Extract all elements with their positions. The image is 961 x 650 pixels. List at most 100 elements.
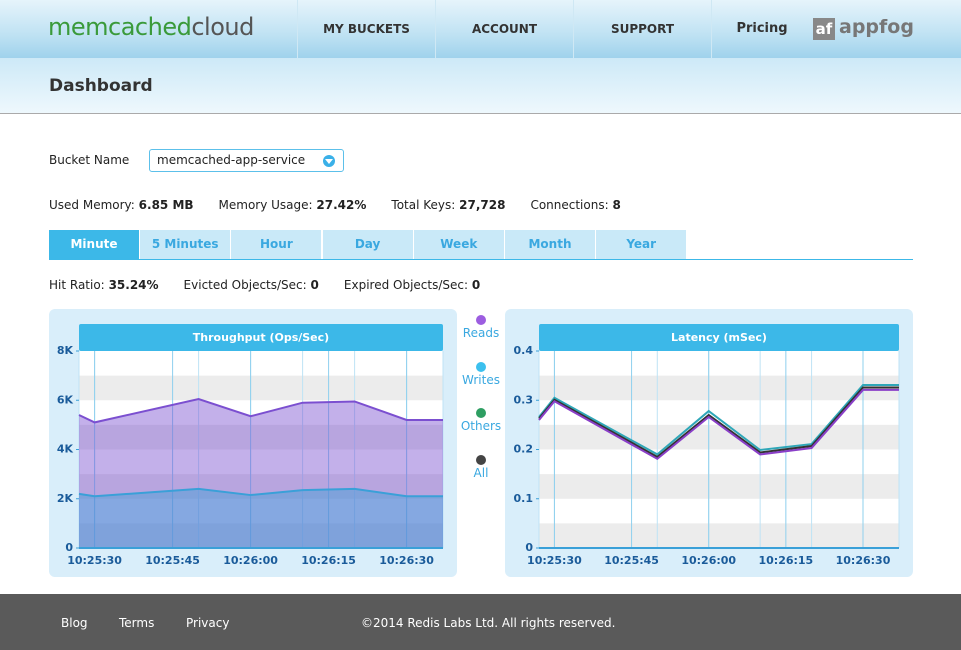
x-tick-label: 10:25:45 [604, 554, 659, 567]
chart: Throughput (Ops/Sec) 0 2K 4K 6K 8K 10:25:30 10:… [57, 324, 444, 567]
x-tick-label: 10:26:15 [758, 554, 813, 567]
legend-dot[interactable] [476, 454, 486, 465]
area [79, 488, 443, 548]
y-tick-label: 0.2 [514, 443, 534, 456]
tab[interactable]: Day [322, 230, 413, 259]
stat-value: 27,728 [459, 198, 506, 212]
x-tick-label: 10:26:15 [301, 554, 356, 567]
bucket-label: Bucket Name [49, 153, 130, 167]
header: memcachedcloud MY BUCKETS ACCOUNT SUPPOR… [0, 0, 961, 58]
stripe [79, 523, 443, 548]
stat: Hit Ratio: 35.24% [49, 278, 159, 292]
y-tick-label: 6K [57, 393, 74, 406]
tab[interactable]: 5 Minutes [140, 230, 231, 259]
stripe [79, 424, 443, 450]
line [78, 487, 443, 498]
nav-item[interactable]: ACCOUNT [435, 0, 573, 58]
bucket-value: memcached-app-service [157, 153, 306, 167]
nav-item[interactable]: SUPPORT [573, 0, 711, 58]
nav-item[interactable]: MY BUCKETS [297, 0, 435, 58]
stat: Memory Usage: 27.42% [219, 198, 367, 212]
y-tick-label: 2K [57, 492, 74, 505]
bucket-select[interactable]: memcached-app-service [149, 149, 344, 172]
y-tick-label: 0.4 [514, 344, 534, 357]
tab[interactable]: Hour [231, 230, 322, 259]
footer-link[interactable]: Privacy [186, 616, 230, 630]
chart-title: Latency (mSec) [671, 331, 767, 344]
stat-value: 0 [310, 278, 319, 292]
x-tick-label: 10:25:30 [67, 554, 122, 567]
stripe [539, 523, 899, 548]
legend-dot[interactable] [476, 361, 486, 372]
subheader: Dashboard [0, 58, 961, 114]
stat-value: 6.85 MB [138, 198, 194, 212]
legend-label: All [473, 465, 489, 480]
stat-label: Expired Objects/Sec: [343, 278, 469, 292]
stat: Total Keys: 27,728 [391, 198, 505, 212]
footer-link[interactable]: Blog [61, 616, 88, 630]
line [538, 386, 899, 459]
y-tick-label: 0 [65, 541, 73, 554]
chart-header [539, 324, 899, 351]
stat-label: Memory Usage: [218, 198, 313, 212]
stat-value: 27.42% [316, 198, 367, 212]
ratios-row: Hit Ratio: 35.24% Evicted Objects/Sec: 0 E… [49, 278, 480, 292]
page-title: Dashboard [49, 76, 153, 96]
partner-name[interactable]: appfog [839, 16, 914, 38]
stripe [539, 375, 899, 401]
footer: Blog Terms Privacy ©2014 Redis Labs Ltd.… [0, 594, 961, 650]
legend-label: Reads [462, 326, 500, 340]
logo-main: memcached [48, 13, 192, 41]
stat-label: Hit Ratio: [49, 278, 105, 292]
line [538, 383, 899, 456]
stat-label: Connections: [530, 198, 609, 212]
x-tick-label: 10:26:00 [681, 554, 736, 567]
y-tick-label: 4K [57, 443, 74, 456]
chart-title: Throughput (Ops/Sec) [193, 331, 329, 344]
y-tick-label: 0.1 [514, 492, 534, 505]
nav-item[interactable]: Pricing [711, 0, 812, 58]
legend-dot[interactable] [476, 315, 486, 325]
x-tick-label: 10:26:30 [836, 554, 891, 567]
line [538, 388, 899, 461]
x-tick-label: 10:26:30 [379, 554, 434, 567]
area [79, 399, 443, 548]
y-tick-label: 0.3 [514, 393, 534, 406]
partner-mark: af [813, 18, 835, 40]
logo-sub: cloud [191, 13, 254, 41]
chart-panel: Throughput (Ops/Sec) 0 2K 4K 6K 8K 10:25:30 10:… [49, 309, 457, 577]
tab[interactable]: Year [596, 230, 687, 259]
logo[interactable]: memcachedcloud [48, 13, 254, 41]
x-tick-label: 10:25:45 [145, 554, 200, 567]
y-tick-label: 0 [525, 541, 533, 554]
chart-panel: Latency (mSec) 0 0.1 0.2 0.3 0.4 10:25:30 10:25… [505, 309, 913, 577]
legend-label: Writes [462, 372, 500, 387]
stripe [539, 424, 899, 450]
tab[interactable]: Week [413, 230, 504, 259]
stat-label: Used Memory: [49, 198, 135, 212]
stat: Expired Objects/Sec: 0 [344, 278, 480, 292]
line [78, 397, 443, 424]
footer-link[interactable]: Terms [119, 616, 155, 630]
stats-row: Used Memory: 6.85 MB Memory Usage: 27.42%… [49, 198, 621, 212]
stat: Used Memory: 6.85 MB [49, 198, 194, 212]
stripe [539, 474, 899, 499]
stat: Connections: 8 [530, 198, 620, 212]
tab[interactable]: Minute [49, 230, 139, 259]
chart-header [79, 324, 443, 351]
stat-value: 35.24% [108, 278, 159, 292]
tab-rule [49, 259, 913, 260]
stat-label: Total Keys: [391, 198, 456, 212]
y-tick-label: 8K [57, 344, 74, 357]
chart: Latency (mSec) 0 0.1 0.2 0.3 0.4 10:25:30 10:25… [514, 324, 900, 567]
tab[interactable]: Month [505, 230, 595, 259]
legend-dot[interactable] [476, 408, 486, 418]
stat-value: 8 [612, 198, 621, 212]
x-tick-label: 10:25:30 [527, 554, 582, 567]
x-tick-label: 10:26:00 [223, 554, 278, 567]
stat-value: 0 [471, 278, 481, 292]
legend-label: Others [460, 419, 502, 433]
stat: Evicted Objects/Sec: 0 [184, 278, 319, 292]
dropdown-arrow [323, 155, 335, 167]
